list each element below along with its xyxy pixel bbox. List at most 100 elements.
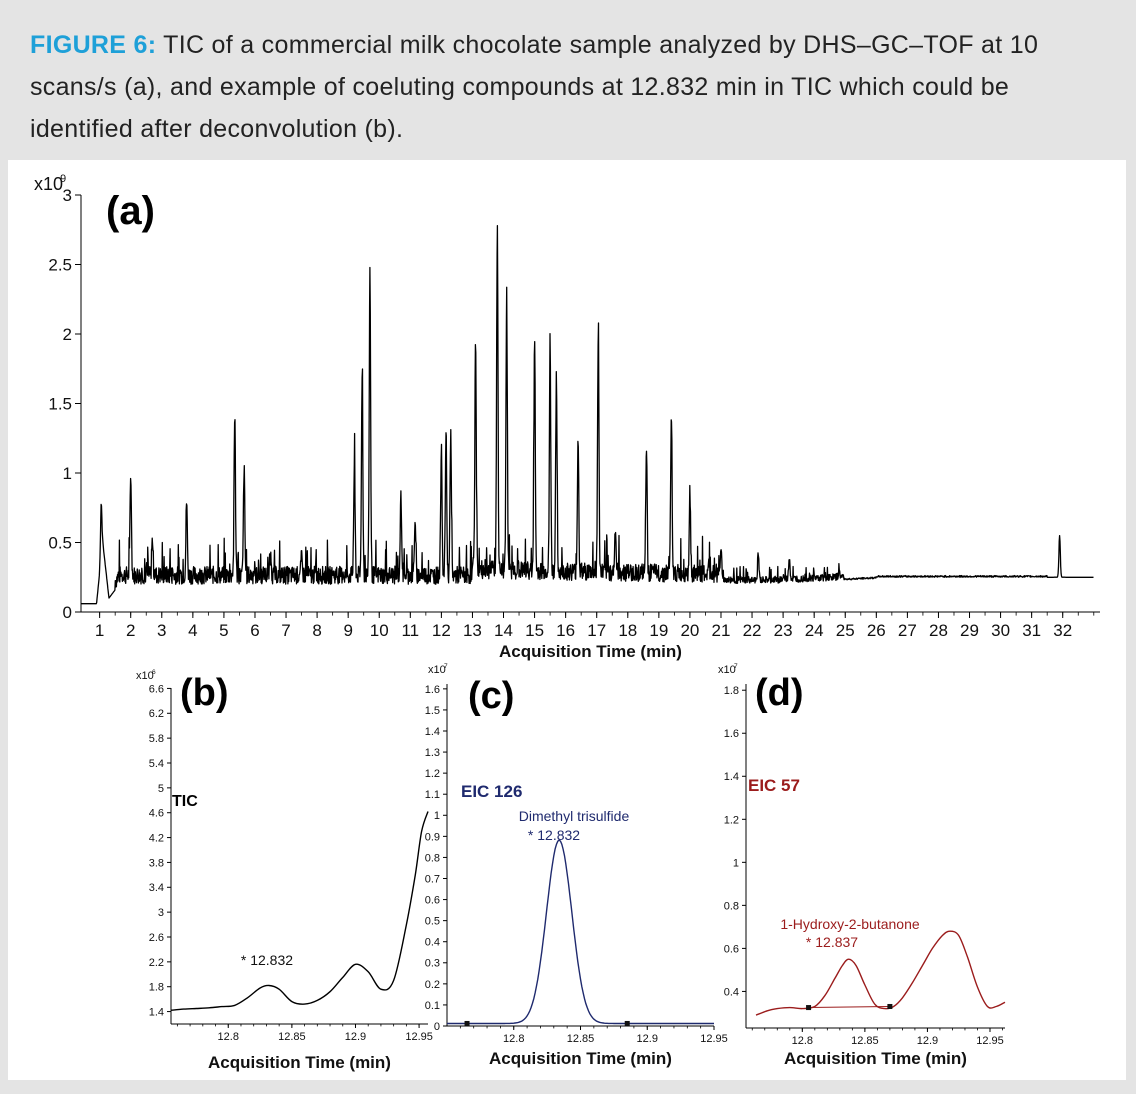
baseline-marker xyxy=(464,1020,470,1026)
y-tick-label: 3 xyxy=(63,186,72,205)
peak-annotation-b: * 12.832 xyxy=(241,952,293,968)
figure-label: FIGURE 6: xyxy=(30,31,157,59)
x-tick-label: 2 xyxy=(126,621,135,640)
y-tick-label: 2.5 xyxy=(48,256,72,275)
y-tick-label: 4.2 xyxy=(149,833,164,845)
y-tick-label: 6.2 xyxy=(149,708,164,720)
y-tick-label: 5.4 xyxy=(149,758,164,770)
integration-baseline xyxy=(808,1005,890,1009)
y-tick-label: 1 xyxy=(63,464,72,483)
y-tick-label: 0.4 xyxy=(724,986,739,998)
x-tick-label: 16 xyxy=(556,621,575,640)
baseline-marker xyxy=(887,1003,893,1009)
y-tick-label: 3.4 xyxy=(149,882,164,894)
y-tick-label: 2.6 xyxy=(149,932,164,944)
y-tick-label: 1.4 xyxy=(149,1007,164,1019)
x-tick-label: 12.95 xyxy=(700,1033,728,1045)
x-tick-label: 4 xyxy=(188,621,197,640)
x-tick-label: 12.8 xyxy=(218,1031,239,1043)
y-tick-label: 0.5 xyxy=(425,916,440,928)
series-label-eic57: EIC 57 xyxy=(748,776,800,795)
y-tick-label: 0.7 xyxy=(425,873,440,885)
caption-text: TIC of a commercial milk chocolate sampl… xyxy=(30,31,1039,143)
x-tick-label: 12 xyxy=(432,621,451,640)
y-tick-label: 1.5 xyxy=(425,705,440,717)
x-tick-label: 15 xyxy=(525,621,544,640)
x-tick-label: 29 xyxy=(960,621,979,640)
y-tick-label: 5.8 xyxy=(149,733,164,745)
y-tick-label: 1.3 xyxy=(425,747,440,759)
y-multiplier-label: x10 xyxy=(718,664,736,676)
x-tick-label: 5 xyxy=(219,621,228,640)
x-tick-label: 13 xyxy=(463,621,482,640)
x-tick-label: 31 xyxy=(1022,621,1041,640)
x-tick-label: 27 xyxy=(898,621,917,640)
y-exponent-label: 7 xyxy=(444,663,448,670)
chart-d: 12.8 12.85 12.9 12.95 0.4 0.6 0.8 1 1.2 1.4 1.6 1.8… xyxy=(718,663,1006,1068)
y-multiplier-label: x10 xyxy=(136,670,154,682)
y-exponent-label: 6 xyxy=(152,669,156,676)
y-tick-label: 1.2 xyxy=(724,814,739,826)
y-tick-label: 0.2 xyxy=(425,979,440,991)
y-tick-label: 0.6 xyxy=(425,895,440,907)
baseline-marker xyxy=(806,1005,812,1011)
x-tick-label: 8 xyxy=(312,621,321,640)
y-tick-label: 3 xyxy=(158,907,164,919)
x-tick-label: 24 xyxy=(805,621,824,640)
figure-panel: 1 2 3 4 5 6 7 8 9 10 11 12 13 14 15 16 17 18 19 20 21 22 23 24 2… xyxy=(8,160,1126,1080)
x-tick-label: 12.95 xyxy=(405,1031,433,1043)
y-tick-label: 0.4 xyxy=(425,937,440,949)
y-tick-label: 4.6 xyxy=(149,808,164,820)
baseline-marker xyxy=(624,1020,630,1026)
x-tick-label: 12.9 xyxy=(917,1035,938,1047)
tic-zoom-line xyxy=(170,811,429,1011)
y-tick-label: 1 xyxy=(733,857,739,869)
y-tick-label: 0.1 xyxy=(425,1000,440,1012)
x-tick-label: 17 xyxy=(587,621,606,640)
y-tick-label: 1.4 xyxy=(425,726,440,738)
y-tick-label: 6.6 xyxy=(149,683,164,695)
series-label-eic126: EIC 126 xyxy=(461,782,522,801)
y-multiplier-label: x10 xyxy=(34,174,63,194)
x-tick-label: 20 xyxy=(680,621,699,640)
x-tick-label: 11 xyxy=(401,621,419,640)
peak-annotation-c: * 12.832 xyxy=(528,827,580,843)
y-tick-label: 5 xyxy=(158,783,164,795)
x-tick-label: 12.8 xyxy=(792,1035,813,1047)
y-tick-label: 0.8 xyxy=(425,852,440,864)
x-axis-title: Acquisition Time (min) xyxy=(784,1049,967,1068)
chart-a: 1 2 3 4 5 6 7 8 9 10 11 12 13 14 15 16 17 18 19 20 21 22 23 24 2… xyxy=(34,173,1100,661)
y-tick-label: 0.3 xyxy=(425,958,440,970)
chart-c: 12.8 12.85 12.9 12.95 0 0.1 0.2 0.3 0.4 0.5 0.6 0.7… xyxy=(425,663,728,1068)
x-tick-label: 12.8 xyxy=(503,1033,524,1045)
x-tick-label: 32 xyxy=(1053,621,1072,640)
x-tick-label: 12.9 xyxy=(637,1033,658,1045)
x-tick-label: 6 xyxy=(250,621,259,640)
y-tick-label: 3.8 xyxy=(149,857,164,869)
panel-label-b: (b) xyxy=(180,672,229,714)
series-label-tic: TIC xyxy=(172,793,198,810)
x-tick-label: 28 xyxy=(929,621,948,640)
x-tick-label: 21 xyxy=(712,621,731,640)
x-tick-label: 10 xyxy=(370,621,389,640)
y-tick-label: 1.8 xyxy=(724,685,739,697)
x-tick-label: 3 xyxy=(157,621,166,640)
x-axis-title: Acquisition Time (min) xyxy=(499,642,682,661)
x-tick-label: 14 xyxy=(494,621,513,640)
x-tick-label: 18 xyxy=(618,621,637,640)
y-tick-label: 1 xyxy=(434,810,440,822)
y-tick-label: 2.2 xyxy=(149,957,164,969)
tic-trace-line xyxy=(80,225,1094,605)
x-tick-label: 9 xyxy=(343,621,352,640)
x-tick-label: 7 xyxy=(281,621,290,640)
compound-name-c: Dimethyl trisulfide xyxy=(519,808,630,824)
x-axis-title: Acquisition Time (min) xyxy=(489,1049,672,1068)
y-tick-label: 1.1 xyxy=(425,789,440,801)
x-tick-label: 12.85 xyxy=(851,1035,879,1047)
x-tick-label: 19 xyxy=(649,621,668,640)
compound-name-d: 1-Hydroxy-2-butanone xyxy=(780,916,920,932)
y-tick-label: 0 xyxy=(434,1021,440,1033)
panel-label-d: (d) xyxy=(755,672,804,714)
eic126-line xyxy=(447,839,714,1025)
y-tick-label: 1.6 xyxy=(425,684,440,696)
